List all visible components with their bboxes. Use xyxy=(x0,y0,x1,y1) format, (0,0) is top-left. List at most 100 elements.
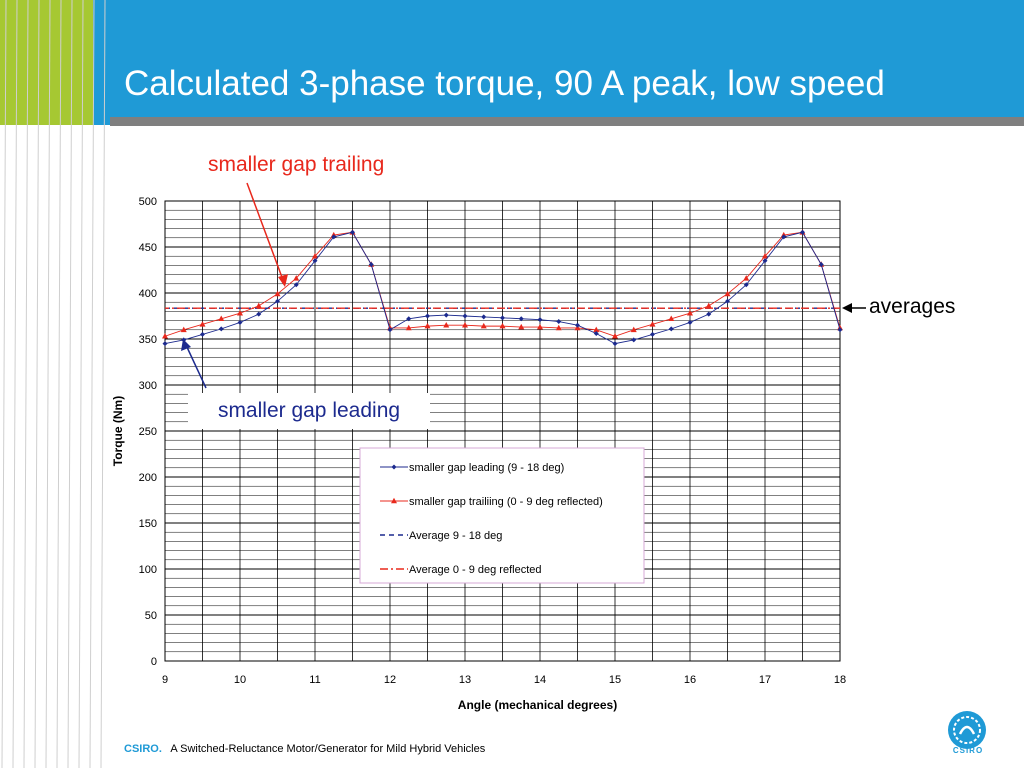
data-point-diamond xyxy=(612,341,618,347)
data-point-triangle xyxy=(274,290,281,297)
data-point-triangle xyxy=(480,322,487,329)
data-point-triangle xyxy=(518,323,525,330)
data-point-triangle xyxy=(391,497,397,504)
data-point-diamond xyxy=(237,319,243,325)
data-point-diamond xyxy=(331,234,337,240)
data-point-triangle xyxy=(630,326,637,333)
legend-entry: Average 0 - 9 deg reflected xyxy=(409,564,542,576)
data-point-diamond xyxy=(275,298,280,304)
data-point-diamond xyxy=(425,313,430,319)
data-point-diamond xyxy=(800,229,805,235)
arrowhead-trailing xyxy=(278,274,288,287)
data-point-triangle xyxy=(724,290,731,297)
arrowhead-averages xyxy=(842,303,852,313)
data-point-diamond xyxy=(200,331,205,337)
y-tick-label: 250 xyxy=(139,426,157,438)
x-tick-label: 18 xyxy=(834,674,846,686)
data-point-triangle xyxy=(405,324,412,331)
annotation-trailing: smaller gap trailing xyxy=(208,153,385,176)
data-point-diamond xyxy=(687,319,693,325)
legend-entry: Average 9 - 18 deg xyxy=(409,530,502,542)
data-point-triangle xyxy=(218,315,225,322)
data-point-triangle xyxy=(593,326,600,333)
data-point-diamond xyxy=(631,337,637,343)
y-tick-label: 200 xyxy=(139,472,157,484)
x-axis-label: Angle (mechanical degrees) xyxy=(458,698,617,712)
data-point-triangle xyxy=(537,323,543,330)
data-point-diamond xyxy=(500,315,505,321)
x-tick-label: 11 xyxy=(309,674,320,686)
x-tick-label: 14 xyxy=(534,674,546,686)
data-point-triangle xyxy=(237,310,243,316)
x-tick-label: 17 xyxy=(759,674,771,686)
y-axis-label: Torque (Nm) xyxy=(111,396,125,466)
arrow-leading xyxy=(185,344,207,389)
data-point-diamond xyxy=(368,261,374,267)
data-point-diamond xyxy=(762,258,768,264)
legend-entry: smaller gap leading (9 - 18 deg) xyxy=(409,462,564,474)
x-tick-label: 15 xyxy=(609,674,621,686)
legend-entry: smaller gap trailiing (0 - 9 deg reflect… xyxy=(409,496,603,508)
legend-box xyxy=(359,447,645,584)
accent-green-block xyxy=(0,0,93,125)
y-tick-label: 350 xyxy=(139,334,157,346)
y-tick-label: 50 xyxy=(145,610,157,622)
decorative-vertical-lines xyxy=(1,0,106,768)
annotation-arrows xyxy=(181,182,866,389)
data-point-diamond xyxy=(391,464,397,470)
data-point-diamond xyxy=(256,311,262,317)
y-tick-label: 100 xyxy=(139,564,157,576)
data-point-diamond xyxy=(406,316,412,322)
data-point-diamond xyxy=(593,330,599,336)
data-point-diamond xyxy=(350,229,355,235)
x-tick-label: 13 xyxy=(459,674,471,686)
data-point-triangle xyxy=(443,322,450,328)
data-point-triangle xyxy=(199,321,206,327)
data-point-diamond xyxy=(162,341,168,347)
csiro-logo-icon xyxy=(948,711,986,749)
data-point-diamond xyxy=(781,234,787,240)
data-point-diamond xyxy=(706,311,712,317)
data-point-triangle xyxy=(705,302,712,309)
grid xyxy=(164,200,841,662)
footer-text: A Switched-Reluctance Motor/Generator fo… xyxy=(170,743,486,755)
data-point-diamond xyxy=(743,282,749,288)
data-point-diamond xyxy=(518,316,524,322)
legend: smaller gap leading (9 - 18 deg) smaller … xyxy=(359,447,645,584)
header-band xyxy=(0,0,1024,125)
data-point-diamond xyxy=(668,326,674,332)
x-tick-label: 9 xyxy=(162,674,168,686)
data-point-triangle xyxy=(255,302,262,309)
footer-brand: CSIRO. xyxy=(124,743,162,755)
header-divider xyxy=(110,117,1024,126)
data-point-diamond xyxy=(837,327,843,333)
y-tick-label: 500 xyxy=(139,196,157,208)
annotation-leading: smaller gap leading xyxy=(188,393,430,429)
data-point-triangle xyxy=(762,253,768,259)
data-point-diamond xyxy=(218,326,224,332)
annotation-averages: averages xyxy=(869,295,956,318)
data-point-diamond xyxy=(818,261,824,267)
slide-title: Calculated 3-phase torque, 90 A peak, lo… xyxy=(124,64,885,103)
y-tick-label: 400 xyxy=(139,288,157,300)
arrowhead-leading xyxy=(181,339,191,351)
x-tick-label: 10 xyxy=(234,674,246,686)
arrow-trailing xyxy=(246,182,284,281)
data-point-diamond xyxy=(387,327,393,333)
y-tick-label: 150 xyxy=(139,518,157,530)
data-point-triangle xyxy=(424,322,431,329)
data-point-triangle xyxy=(180,326,187,333)
footer: CSIRO. A Switched-Reluctance Motor/Gener… xyxy=(124,743,485,755)
data-point-triangle xyxy=(687,310,693,316)
y-tick-label: 450 xyxy=(139,242,157,254)
data-point-triangle xyxy=(649,321,656,327)
x-tick-label: 16 xyxy=(684,674,696,686)
data-point-diamond xyxy=(537,317,543,323)
data-point-triangle xyxy=(293,275,300,281)
data-point-triangle xyxy=(312,253,318,259)
y-tick-label: 300 xyxy=(139,380,157,392)
data-point-diamond xyxy=(575,322,580,328)
x-tick-label: 12 xyxy=(384,674,396,686)
data-point-diamond xyxy=(481,314,487,320)
